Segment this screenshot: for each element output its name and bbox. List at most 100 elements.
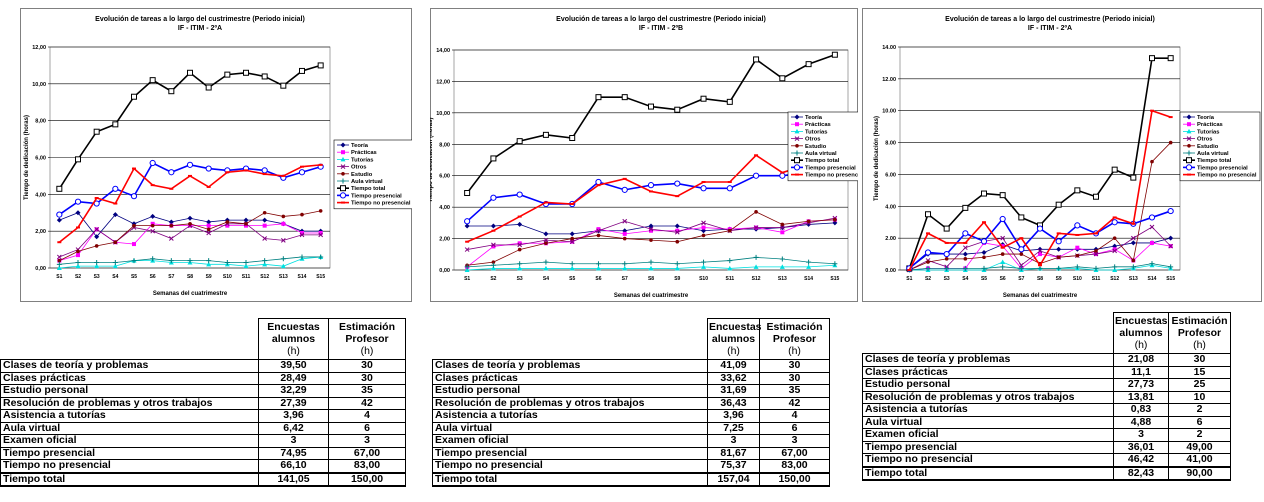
value-cell: 39,50 — [258, 359, 329, 373]
header-line: (h) — [1134, 339, 1148, 351]
marker — [1186, 114, 1192, 120]
value-cell: 35 — [759, 384, 830, 398]
legend-label: Aula virtual — [351, 179, 383, 185]
marker — [300, 212, 304, 217]
x-tick-label: S15 — [830, 276, 839, 282]
marker — [112, 263, 118, 269]
marker — [1074, 187, 1081, 194]
row-label: Asistencia a tutorías — [0, 409, 259, 423]
legend-box — [333, 139, 415, 210]
marker — [674, 223, 680, 229]
value-cell: 36,01 — [1113, 440, 1169, 454]
header-cell: Encuestas alumnos (h) — [1113, 312, 1169, 354]
chart: Evolución de tareas a lo largo del custr… — [20, 8, 415, 302]
y-tick-label: 12,00 — [32, 45, 46, 51]
y-tick-label: 10,00 — [32, 82, 46, 88]
marker — [225, 220, 230, 224]
row-label: Resolución de problemas y otros trabajos — [0, 396, 259, 410]
marker — [794, 136, 800, 141]
marker — [262, 223, 267, 228]
marker — [1037, 246, 1043, 252]
value-cell: 83,00 — [759, 459, 830, 473]
x-tick-label: S6 — [1000, 276, 1006, 282]
marker — [622, 265, 628, 271]
marker — [299, 67, 305, 74]
marker — [516, 191, 523, 198]
marker — [648, 259, 654, 265]
marker — [1112, 267, 1118, 272]
x-tick-label: S15 — [1166, 276, 1175, 282]
value-cell: 46,42 — [1113, 453, 1169, 467]
marker — [726, 98, 733, 105]
marker — [596, 233, 601, 238]
marker — [1130, 264, 1136, 270]
summary-table: Encuestas alumnos (h) Estimación Profesor (h)… — [862, 312, 1231, 481]
x-tick-label: S2 — [75, 274, 81, 280]
y-tick-label: 14.00 — [882, 45, 896, 51]
marker — [56, 185, 63, 192]
row-label: Resolución de problemas y otros trabajos — [862, 390, 1114, 404]
y-tick-label: 2.00 — [885, 236, 896, 242]
marker — [779, 75, 786, 82]
legend-label: Tiempo no presencial — [351, 201, 411, 207]
value-cell: 13,81 — [1113, 390, 1169, 404]
marker — [205, 84, 212, 91]
value-cell: 42 — [759, 396, 830, 410]
legend-label: Aula virtual — [1197, 151, 1229, 157]
legend-label: Tiempo presencial — [1197, 165, 1248, 171]
header-line: Encuestas — [709, 321, 762, 333]
marker — [981, 249, 987, 255]
x-tick-label: S8 — [1037, 276, 1043, 282]
marker — [1018, 214, 1025, 221]
marker — [1074, 222, 1081, 229]
marker — [543, 237, 549, 243]
header-line: Estimación — [1171, 315, 1228, 327]
x-tick-label: S1 — [56, 274, 62, 280]
marker — [1186, 150, 1192, 156]
x-tick-label: S13 — [279, 274, 288, 280]
legend-box — [1179, 111, 1261, 182]
value-cell: 67,00 — [328, 446, 406, 460]
y-tick-label: 0,00 — [439, 268, 450, 274]
header-line: Estimación — [766, 321, 823, 333]
marker — [595, 94, 602, 101]
header-line: (h) — [788, 345, 801, 357]
marker — [74, 198, 82, 205]
chart-svg: Evolución de tareas a lo largo del custr… — [428, 8, 869, 302]
marker — [168, 258, 174, 264]
value-cell: 3,96 — [707, 409, 760, 423]
marker — [1168, 264, 1174, 270]
value-cell: 42 — [328, 396, 406, 410]
legend-label: Prácticas — [805, 122, 831, 128]
marker — [621, 186, 628, 193]
chart-svg: Evolución de tareas a lo largo del custr… — [20, 8, 415, 302]
marker — [728, 228, 732, 233]
legend-box — [787, 111, 869, 182]
chart-subtitle: IF - ITIM - 2ºA — [1028, 25, 1072, 32]
y-tick-label: 6,00 — [35, 156, 46, 162]
value-cell: 141,05 — [258, 471, 329, 487]
header-cell: Estimación Profesor (h) — [1168, 312, 1231, 354]
marker — [1167, 55, 1174, 62]
x-tick-label: S12 — [1110, 276, 1119, 282]
value-cell: 35 — [328, 384, 406, 398]
marker — [224, 71, 231, 78]
marker — [1168, 235, 1174, 241]
value-cell: 30 — [759, 371, 830, 385]
value-cell: 6 — [328, 421, 406, 435]
marker — [1055, 201, 1062, 208]
x-tick-label: S14 — [1148, 276, 1157, 282]
marker — [1112, 248, 1118, 254]
marker — [1093, 251, 1099, 257]
marker — [622, 231, 627, 236]
legend-label: Estudio — [1197, 144, 1219, 150]
value-cell: 49,00 — [1168, 440, 1231, 454]
marker — [754, 210, 758, 214]
marker — [112, 212, 118, 218]
marker — [1187, 122, 1191, 127]
marker — [1186, 128, 1192, 134]
marker — [56, 265, 62, 270]
marker — [944, 257, 949, 261]
marker — [1094, 249, 1098, 253]
value-cell: 6 — [759, 421, 830, 435]
